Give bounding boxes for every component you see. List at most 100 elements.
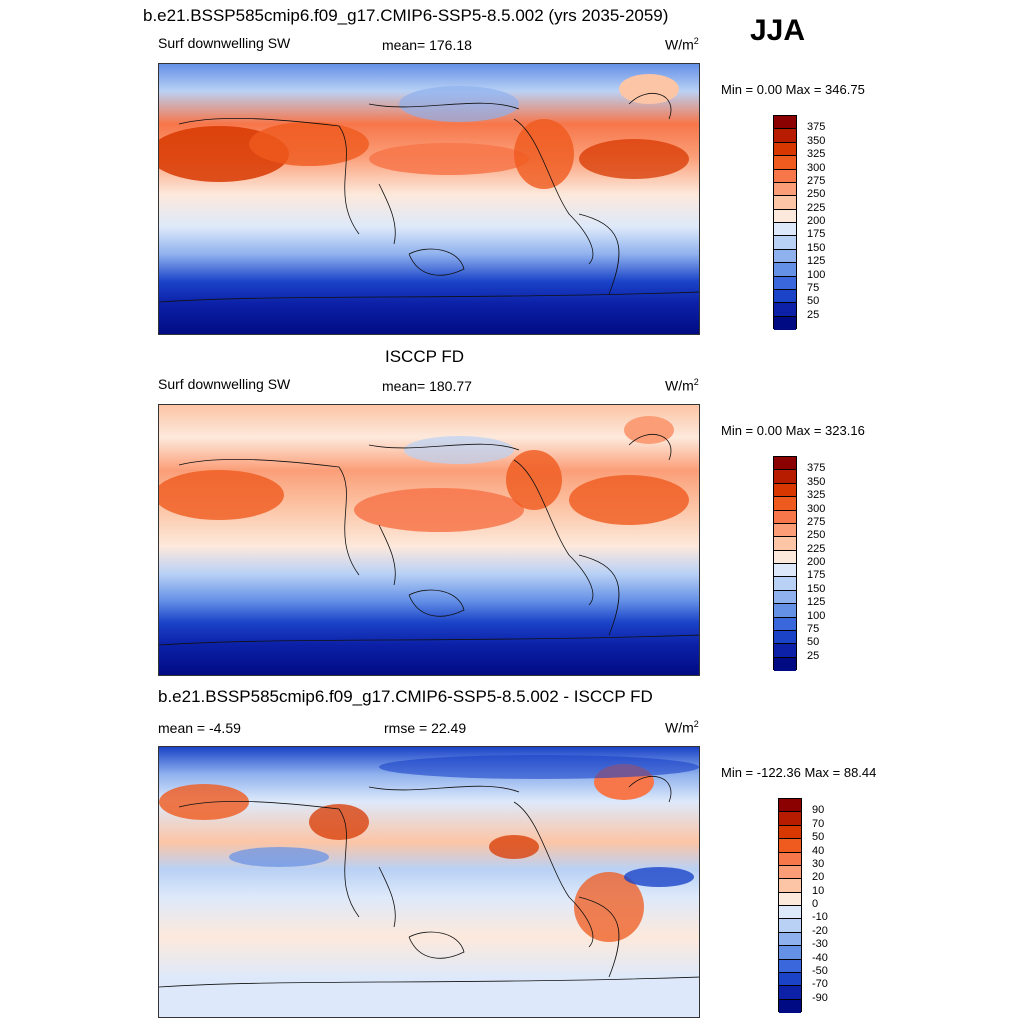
panel-2-mean-label: mean= 180.77	[382, 378, 472, 394]
panel-2-colorbar	[773, 456, 797, 671]
colorbar-tick-label: 25	[807, 308, 820, 321]
colorbar-tick-label: 50	[807, 636, 820, 649]
colorbar-swatch	[774, 630, 796, 645]
colorbar-tick-label: 150	[807, 582, 826, 595]
colorbar-tick-label: 100	[807, 268, 826, 281]
colorbar-swatch	[774, 116, 796, 130]
colorbar-swatch	[779, 799, 801, 813]
colorbar-swatch	[774, 657, 796, 671]
panel-3-map	[158, 746, 700, 1018]
panel-1-map	[158, 63, 700, 335]
colorbar-swatch	[774, 182, 796, 197]
colorbar-tick-label: 350	[807, 134, 826, 147]
colorbar-tick-label: 325	[807, 148, 826, 161]
colorbar-swatch	[774, 537, 796, 551]
colorbar-tick-label: 0	[812, 898, 819, 910]
colorbar-tick-label: 75	[807, 281, 820, 294]
colorbar-tick-label: 125	[807, 255, 826, 268]
colorbar-tick-label: 100	[807, 609, 826, 622]
colorbar-tick-label: -90	[812, 991, 828, 1004]
panel-2-minmax: Min = 0.00 Max = 323.16	[721, 423, 865, 438]
colorbar-tick-label: 20	[812, 871, 825, 884]
colorbar-tick-label: 10	[812, 884, 825, 897]
season-label: JJA	[750, 14, 806, 47]
colorbar-swatch	[774, 289, 796, 304]
colorbar-tick-label: 375	[807, 462, 826, 475]
colorbar-swatch	[779, 892, 801, 906]
colorbar-swatch	[774, 249, 796, 264]
colorbar-swatch	[779, 932, 801, 947]
colorbar-swatch	[774, 617, 796, 631]
panel-3-colorbar	[778, 798, 802, 1013]
colorbar-swatch	[779, 839, 801, 853]
colorbar-swatch	[779, 972, 801, 987]
panel-2-variable-label: Surf downwelling SW	[158, 376, 291, 392]
colorbar-tick-label: -70	[812, 978, 828, 991]
colorbar-tick-label: 350	[807, 475, 826, 488]
colorbar-swatch	[779, 906, 801, 920]
colorbar-tick-label: 150	[807, 241, 826, 254]
colorbar-tick-label: 300	[807, 161, 826, 174]
panel-3-rmse-label: rmse = 22.49	[384, 720, 467, 736]
colorbar-tick-label: 325	[807, 489, 826, 502]
colorbar-tick-label: -50	[812, 964, 828, 977]
colorbar-tick-label: 275	[807, 515, 826, 528]
colorbar-swatch	[779, 999, 801, 1013]
panel-1-minmax: Min = 0.00 Max = 346.75	[721, 82, 865, 97]
colorbar-tick-label: 30	[812, 857, 825, 870]
colorbar-swatch	[779, 986, 801, 1000]
colorbar-swatch	[779, 812, 801, 826]
colorbar-tick-label: 375	[807, 121, 826, 134]
colorbar-swatch	[779, 865, 801, 880]
colorbar-swatch	[779, 852, 801, 866]
panel-1-colorbar	[773, 115, 797, 330]
panel-3-title: b.e21.BSSP585cmip6.f09_g17.CMIP6-SSP5-8.…	[158, 687, 653, 706]
colorbar-swatch	[774, 223, 796, 237]
colorbar-swatch	[774, 316, 796, 330]
colorbar-tick-label: 125	[807, 596, 826, 609]
panel-2-map	[158, 404, 700, 676]
colorbar-swatch	[774, 604, 796, 618]
panel-1-title: b.e21.BSSP585cmip6.f09_g17.CMIP6-SSP5-8.…	[143, 6, 669, 25]
colorbar-swatch	[774, 129, 796, 143]
colorbar-tick-label: 25	[807, 649, 820, 662]
colorbar-swatch	[774, 497, 796, 511]
colorbar-tick-label: 275	[807, 174, 826, 187]
colorbar-swatch	[779, 825, 801, 840]
colorbar-tick-label: 225	[807, 542, 826, 555]
colorbar-tick-label: 175	[807, 569, 826, 582]
colorbar-swatch	[774, 483, 796, 498]
colorbar-tick-label: 75	[807, 622, 820, 635]
colorbar-tick-label: 175	[807, 228, 826, 241]
colorbar-tick-label: 250	[807, 529, 826, 542]
panel-1-mean-label: mean= 176.18	[382, 37, 472, 53]
colorbar-tick-label: -40	[812, 951, 828, 964]
colorbar-swatch	[774, 236, 796, 250]
panel-1-unit: W/m2	[665, 36, 699, 53]
colorbar-tick-label: 300	[807, 502, 826, 515]
colorbar-swatch	[774, 470, 796, 484]
colorbar-swatch	[779, 919, 801, 933]
colorbar-swatch	[774, 169, 796, 183]
colorbar-tick-label: 250	[807, 188, 826, 201]
colorbar-tick-label: -20	[812, 924, 828, 937]
panel-2-unit: W/m2	[665, 377, 699, 394]
colorbar-swatch	[774, 564, 796, 578]
colorbar-tick-label: -30	[812, 938, 828, 951]
colorbar-tick-label: 200	[807, 556, 826, 568]
colorbar-swatch	[774, 196, 796, 210]
colorbar-swatch	[774, 457, 796, 471]
colorbar-swatch	[774, 590, 796, 605]
colorbar-swatch	[779, 959, 801, 973]
colorbar-swatch	[779, 946, 801, 960]
colorbar-tick-label: 200	[807, 215, 826, 227]
colorbar-tick-label: 50	[812, 831, 825, 844]
colorbar-swatch	[774, 263, 796, 277]
colorbar-swatch	[774, 303, 796, 317]
panel-3-minmax: Min = -122.36 Max = 88.44	[721, 765, 877, 780]
panel-2-title: ISCCP FD	[385, 347, 465, 366]
colorbar-swatch	[774, 276, 796, 290]
colorbar-tick-label: 50	[807, 295, 820, 308]
panel-3-unit: W/m2	[665, 719, 699, 736]
colorbar-swatch	[774, 156, 796, 170]
